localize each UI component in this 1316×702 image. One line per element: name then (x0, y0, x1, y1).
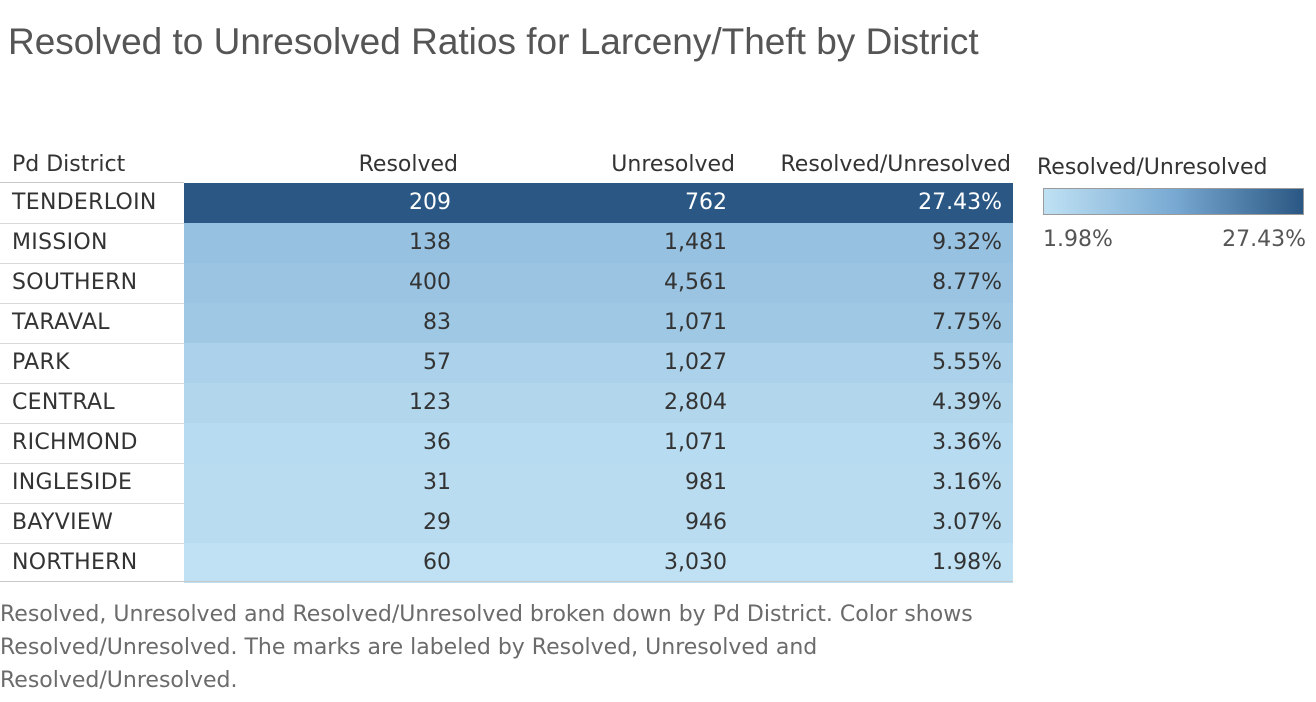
table-row[interactable]: SOUTHERN 400 4,561 8.77% (0, 263, 1013, 303)
row-separator (0, 503, 184, 504)
table-row[interactable]: INGLESIDE 31 981 3.16% (0, 463, 1013, 503)
cell-unresolved: 3,030 (664, 550, 727, 575)
cell-unresolved: 762 (685, 190, 727, 215)
row-color-mark[interactable]: 123 2,804 4.39% (184, 383, 1013, 423)
cell-unresolved: 1,071 (664, 430, 727, 455)
cell-resolved: 83 (423, 310, 451, 335)
table-row[interactable]: TENDERLOIN 209 762 27.43% (0, 183, 1013, 223)
row-separator (0, 303, 184, 304)
table-row[interactable]: PARK 57 1,027 5.55% (0, 343, 1013, 383)
cell-ratio: 3.16% (932, 470, 1002, 495)
cell-unresolved: 1,481 (664, 230, 727, 255)
row-color-mark[interactable]: 60 3,030 1.98% (184, 543, 1013, 583)
row-label-district: NORTHERN (12, 550, 138, 575)
cell-unresolved: 2,804 (664, 390, 727, 415)
cell-ratio: 7.75% (932, 310, 1002, 335)
cell-resolved: 57 (423, 350, 451, 375)
row-color-mark[interactable]: 57 1,027 5.55% (184, 343, 1013, 383)
chart-title: Resolved to Unresolved Ratios for Larcen… (8, 21, 979, 62)
cell-unresolved: 1,027 (664, 350, 727, 375)
cell-resolved: 31 (423, 470, 451, 495)
row-separator (0, 263, 184, 264)
cell-ratio: 9.32% (932, 230, 1002, 255)
row-label-district: RICHMOND (12, 430, 138, 455)
row-label-district: BAYVIEW (12, 510, 114, 535)
cell-ratio: 5.55% (932, 350, 1002, 375)
table-row[interactable]: TARAVAL 83 1,071 7.75% (0, 303, 1013, 343)
header-separator (0, 182, 184, 183)
cell-ratio: 4.39% (932, 390, 1002, 415)
row-color-mark[interactable]: 36 1,071 3.36% (184, 423, 1013, 463)
header-pd-district: Pd District (12, 152, 126, 177)
row-separator (0, 463, 184, 464)
row-separator (0, 343, 184, 344)
cell-resolved: 123 (409, 390, 451, 415)
table-row[interactable]: CENTRAL 123 2,804 4.39% (0, 383, 1013, 423)
cell-unresolved: 946 (685, 510, 727, 535)
header-ratio: Resolved/Unresolved (780, 152, 1012, 177)
row-color-mark[interactable]: 29 946 3.07% (184, 503, 1013, 543)
row-color-mark[interactable]: 209 762 27.43% (184, 183, 1013, 223)
cell-unresolved: 981 (685, 470, 727, 495)
row-label-district: INGLESIDE (12, 470, 133, 495)
row-color-mark[interactable]: 400 4,561 8.77% (184, 263, 1013, 303)
header-resolved: Resolved (358, 152, 458, 177)
cell-resolved: 36 (423, 430, 451, 455)
cell-ratio: 27.43% (918, 190, 1002, 215)
cell-ratio: 3.07% (932, 510, 1002, 535)
row-separator (0, 543, 184, 544)
row-color-mark[interactable]: 31 981 3.16% (184, 463, 1013, 503)
row-label-district: CENTRAL (12, 390, 115, 415)
row-separator (0, 423, 184, 424)
chart-caption: Resolved, Unresolved and Resolved/Unreso… (0, 602, 973, 693)
table-row[interactable]: BAYVIEW 29 946 3.07% (0, 503, 1013, 543)
cell-unresolved: 1,071 (664, 310, 727, 335)
row-separator (0, 223, 184, 224)
row-color-mark[interactable]: 138 1,481 9.32% (184, 223, 1013, 263)
cell-ratio: 3.36% (932, 430, 1002, 455)
row-color-mark[interactable]: 83 1,071 7.75% (184, 303, 1013, 343)
header-unresolved: Unresolved (611, 152, 735, 177)
row-label-district: TENDERLOIN (12, 190, 157, 215)
crosstab-table: TENDERLOIN 209 762 27.43% MISSION 138 1,481 9.3… (0, 182, 1013, 583)
legend-min-label: 1.98% (1043, 227, 1113, 252)
cell-ratio: 1.98% (932, 550, 1002, 575)
table-bottom-border (0, 581, 1013, 582)
cell-unresolved: 4,561 (664, 270, 727, 295)
cell-resolved: 400 (409, 270, 451, 295)
row-label-district: TARAVAL (12, 310, 110, 335)
legend-color-ramp (1043, 188, 1304, 215)
row-label-district: PARK (12, 350, 70, 375)
cell-ratio: 8.77% (932, 270, 1002, 295)
cell-resolved: 138 (409, 230, 451, 255)
table-row[interactable]: NORTHERN 60 3,030 1.98% (0, 543, 1013, 583)
cell-resolved: 209 (409, 190, 451, 215)
legend-max-label: 27.43% (1222, 227, 1306, 252)
row-separator (0, 383, 184, 384)
table-row[interactable]: RICHMOND 36 1,071 3.36% (0, 423, 1013, 463)
cell-resolved: 29 (423, 510, 451, 535)
legend-title: Resolved/Unresolved (1037, 155, 1268, 180)
row-label-district: SOUTHERN (12, 270, 138, 295)
row-label-district: MISSION (12, 230, 108, 255)
cell-resolved: 60 (423, 550, 451, 575)
table-row[interactable]: MISSION 138 1,481 9.32% (0, 223, 1013, 263)
